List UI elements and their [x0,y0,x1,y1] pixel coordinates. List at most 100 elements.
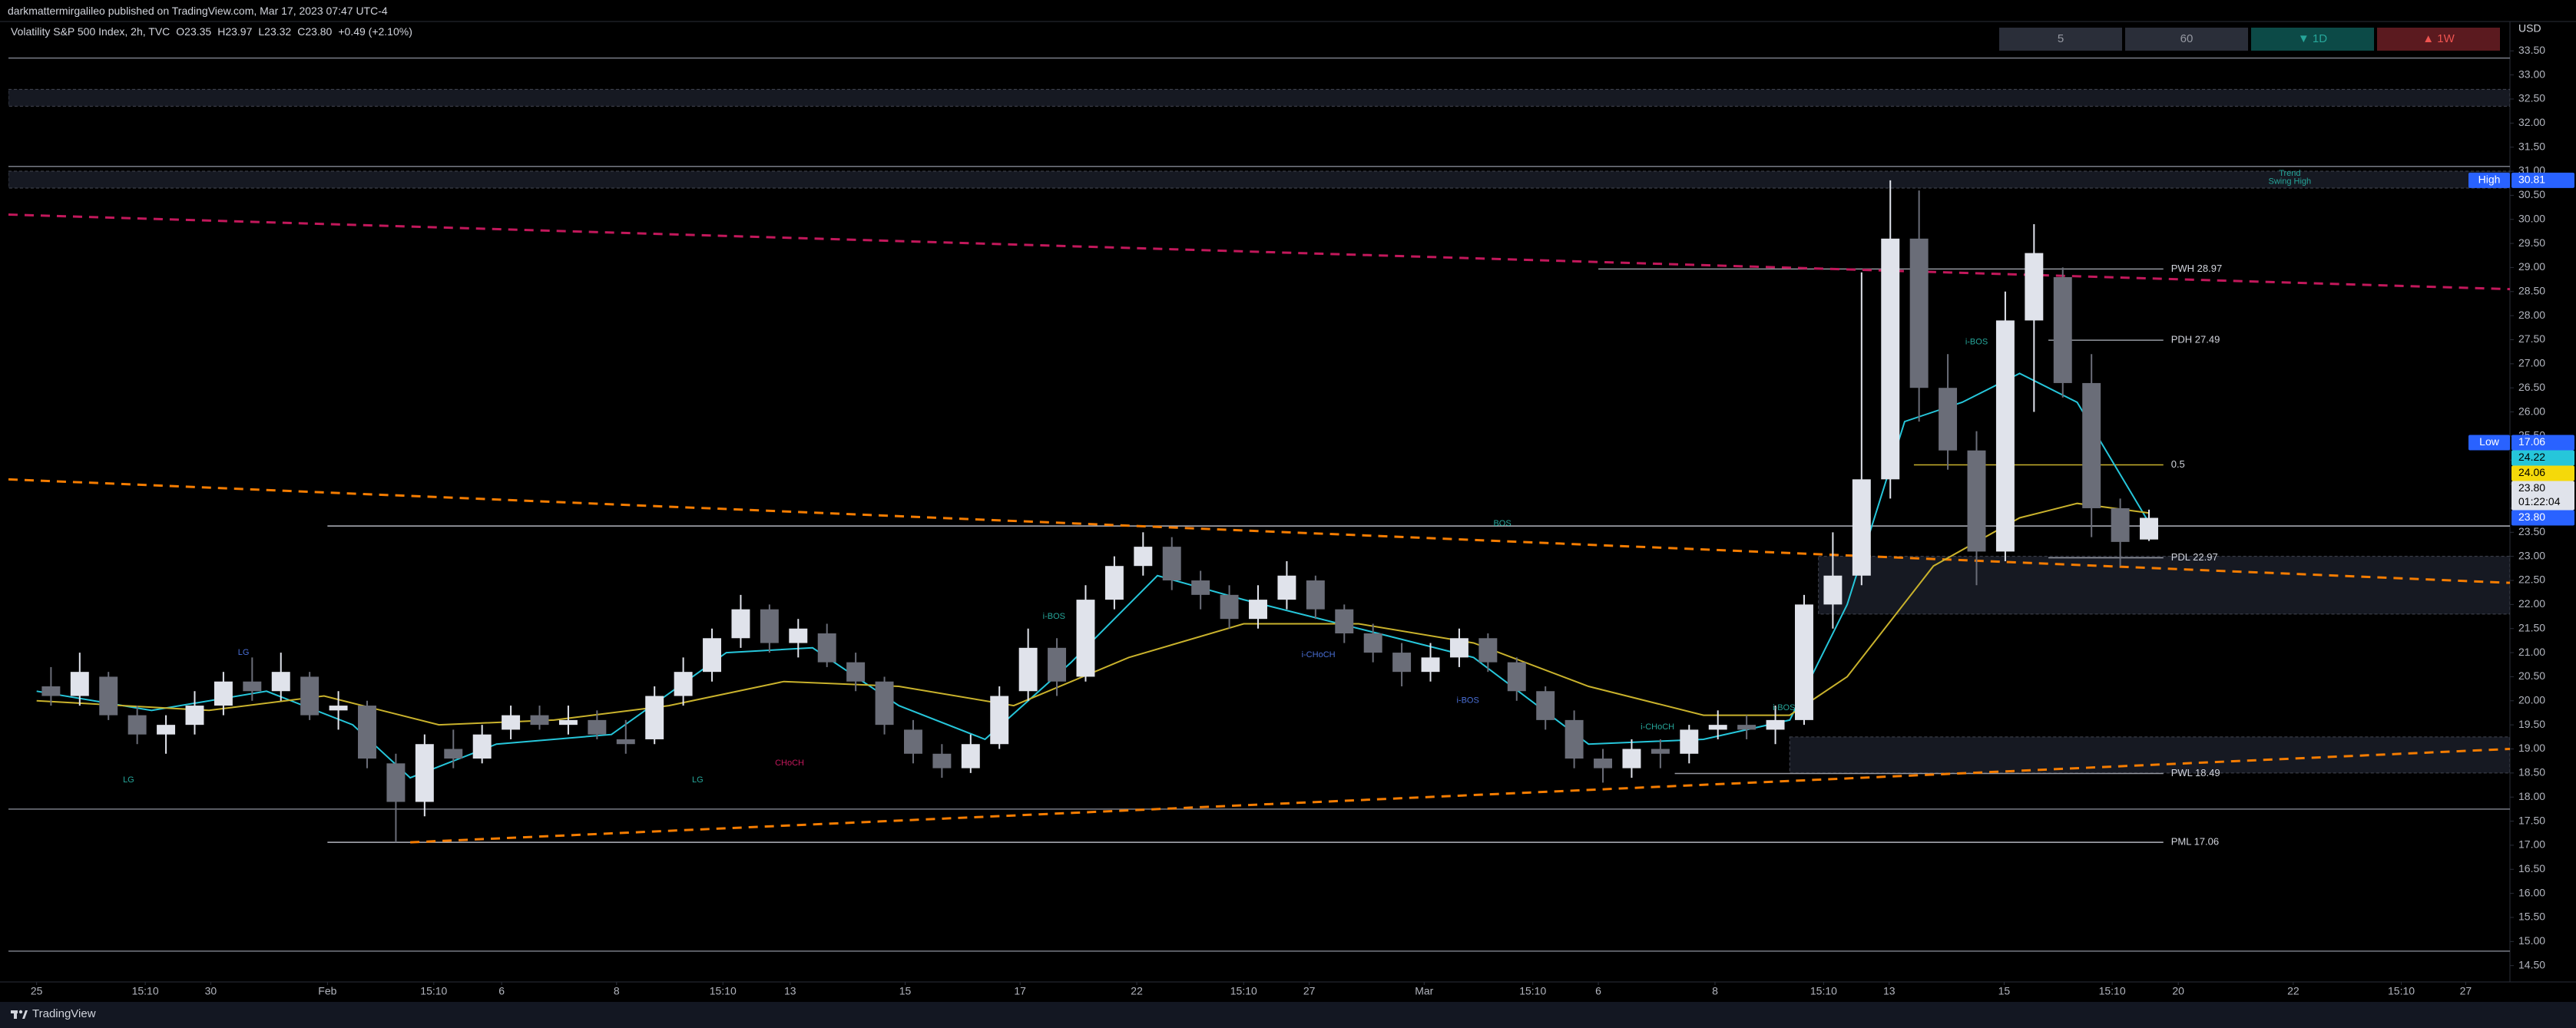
candle-body [2025,253,2044,321]
interval-button[interactable]: ▼ 1D [2251,28,2374,51]
trendline [8,213,2510,291]
x-tick-label: 27 [2460,985,2472,997]
candle-body [472,734,492,759]
x-tick-label: 15 [1998,985,2011,997]
annotation: LG [123,775,134,785]
candle-body [1651,749,1670,754]
candle-body [1478,638,1498,663]
candle-body [271,672,290,692]
annotation: Trend [2279,169,2300,178]
candle-body [1134,547,1153,567]
candle-body [157,725,176,735]
x-tick-label: 15 [899,985,912,997]
price-tag-label: 17.06 [2518,435,2545,448]
candle-body [674,672,693,696]
price-tag-label: 23.80 [2518,511,2545,523]
y-tick-label: 23.50 [2518,525,2545,537]
y-tick-label: 30.50 [2518,188,2545,200]
annotation: CHoCH [775,759,804,768]
ohlc-value: O23.35 [176,25,212,38]
zone [8,88,2510,107]
x-tick-label: 6 [498,985,505,997]
ohlc-value: C23.80 [297,25,333,38]
y-tick-label: 19.50 [2518,718,2545,730]
y-tick-label: 22.50 [2518,573,2545,586]
y-tick-label: 16.50 [2518,862,2545,874]
candle-body [1076,600,1095,677]
y-tick-label: 32.00 [2518,116,2545,128]
candle-body [1536,691,1555,720]
y-tick-label: 26.50 [2518,381,2545,393]
unit-label: USD [2518,22,2541,35]
price-tag [2511,510,2574,526]
price-tag [2511,435,2574,451]
x-tick-label: 27 [1303,985,1316,997]
candle-body [1392,653,1412,673]
candle-body [2082,382,2101,508]
candle-body [1421,657,1440,673]
brand: TradingView [32,1007,96,1020]
candle-body [1449,638,1468,658]
candle-body [558,719,578,726]
y-tick-label: 14.50 [2518,958,2545,970]
y-tick-label: 19.00 [2518,742,2545,754]
x-tick-label: 15:10 [1519,985,1546,997]
candle-body [645,696,664,739]
x-tick-label: Mar [1415,985,1433,997]
trendline [8,478,2510,584]
y-tick-label: 27.00 [2518,357,2545,369]
y-tick-label: 33.00 [2518,68,2545,80]
ohlc-value: H23.97 [217,25,253,38]
x-tick-label: 22 [1131,985,1143,997]
candle-body [1220,594,1239,620]
y-tick-label: 21.50 [2518,621,2545,633]
annotation: i-BOS [1965,338,1988,347]
annotation: i-BOS [1456,696,1478,706]
price-tag-label: 30.81 [2518,174,2545,186]
price-tag [2511,481,2574,511]
interval-buttons: 5 60 ▼ 1D ▲ 1W [1999,28,2500,51]
candle-body [616,739,635,745]
x-tick-label: 17 [1014,985,1026,997]
interval-button[interactable]: 5 [1999,28,2122,51]
annotation: LG [238,648,250,657]
y-tick-label: 15.50 [2518,911,2545,923]
candle-body [588,719,607,735]
price-tag-name-box [2468,435,2510,451]
x-tick-label: 13 [1883,985,1896,997]
x-tick-label: 8 [1712,985,1718,997]
candle-body [1795,604,1813,720]
annotation: LG [692,775,704,785]
candle-body [817,633,836,663]
y-tick-label: 18.50 [2518,766,2545,778]
symbol-title: Volatility S&P 500 Index, 2h, TVC [11,25,171,38]
candle-body [415,744,434,802]
candle-body [70,672,89,696]
candle-body [41,686,61,696]
candle-body [358,706,376,759]
y-tick-label: 15.00 [2518,934,2545,947]
interval-button[interactable]: ▲ 1W [2377,28,2500,51]
y-tick-label: 26.00 [2518,405,2545,417]
zone [1789,736,2510,774]
footer-bar [0,1002,2576,1028]
price-tag-name: High [2478,174,2501,186]
x-tick-label: 15:10 [710,985,737,997]
y-tick-label: 28.00 [2518,309,2545,321]
candle-body [386,763,406,802]
x-tick-label: 15:10 [2388,985,2415,997]
candle-body [789,628,808,643]
candle-body [502,715,521,730]
candle-body [1909,238,1929,388]
interval-button[interactable]: 60 [2125,28,2248,51]
trendline [410,748,2510,844]
candle-body [1995,320,2015,552]
y-tick-label: 23.00 [2518,549,2545,561]
y-tick-label: 31.50 [2518,140,2545,152]
candle-body [760,609,779,643]
y-tick-label: 16.00 [2518,886,2545,898]
ema-line [36,372,2150,779]
y-tick-label: 17.50 [2518,814,2545,826]
